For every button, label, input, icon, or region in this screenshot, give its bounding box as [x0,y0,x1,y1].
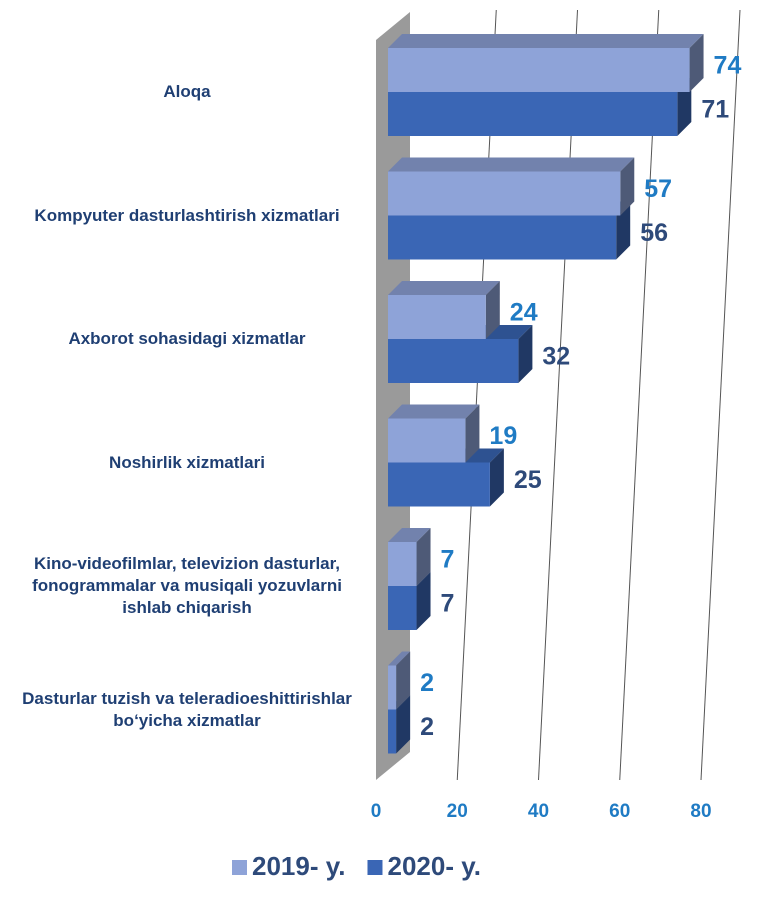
bar-side [465,404,480,463]
bar-side [416,572,431,630]
bar [388,651,411,710]
bar-front [388,48,690,92]
category-label: Dasturlar tuzish va teleradioeshittirish… [22,688,352,730]
bar-front [388,339,519,383]
bar-side [396,651,411,710]
bar-side [620,157,635,216]
bar-front [388,215,617,260]
legend-label: 2020- y. [387,851,480,881]
value-label: 74 [714,52,742,80]
bar-front [388,542,417,586]
legend-label: 2019- y. [252,851,345,881]
bar-front [388,586,417,630]
x-tick-label: 80 [690,801,711,822]
value-label: 25 [514,466,542,494]
category-label: Noshirlik xizmatlari [109,452,265,472]
bar-top [388,528,431,542]
x-tick-label: 0 [371,801,382,822]
category-label: Kino-videofilmlar, televizion dasturlar,… [32,554,342,617]
value-label: 2 [420,713,434,741]
bar-front [388,462,490,507]
value-label: 7 [441,590,455,618]
bar-front [388,171,621,216]
bar-side [518,325,533,383]
bar-side [485,281,500,339]
value-label: 56 [640,219,668,247]
bar-front [388,665,397,710]
bar-top [388,34,704,48]
bar-top [388,651,411,666]
bar-top [388,157,635,172]
x-tick-label: 20 [447,801,468,822]
x-tick-label: 60 [609,801,630,822]
bar-side [489,448,504,507]
category-label: Aloqa [163,82,211,101]
x-tick-label: 40 [528,801,549,822]
bar-front [388,92,678,136]
value-label: 19 [489,422,517,450]
value-label: 71 [701,96,729,124]
grid-line [538,9,578,781]
bar-top [388,404,480,419]
bar [388,404,480,463]
bar [388,157,635,216]
grid-line [619,9,660,781]
category-label: Axborot sohasidagi xizmatlar [68,329,306,348]
value-label: 7 [441,546,455,574]
value-label: 57 [644,175,672,203]
bar [388,528,431,586]
bar-side [616,201,631,260]
bar-front [388,295,486,339]
bar [388,34,704,92]
value-label: 2 [420,669,434,697]
bar-top [388,281,500,295]
bar-side [677,78,692,136]
bar-front [388,709,397,754]
bar-side [396,695,411,754]
bar-side [416,528,431,586]
bar-front [388,418,466,463]
category-label: Kompyuter dasturlashtirish xizmatlari [34,205,340,225]
bar [388,281,500,339]
value-label: 32 [542,343,570,371]
grid-line [700,9,741,781]
grid-line [456,9,497,781]
legend-swatch [232,860,247,875]
value-label: 24 [510,299,538,327]
bar-side [689,34,704,92]
legend-swatch [367,860,383,875]
